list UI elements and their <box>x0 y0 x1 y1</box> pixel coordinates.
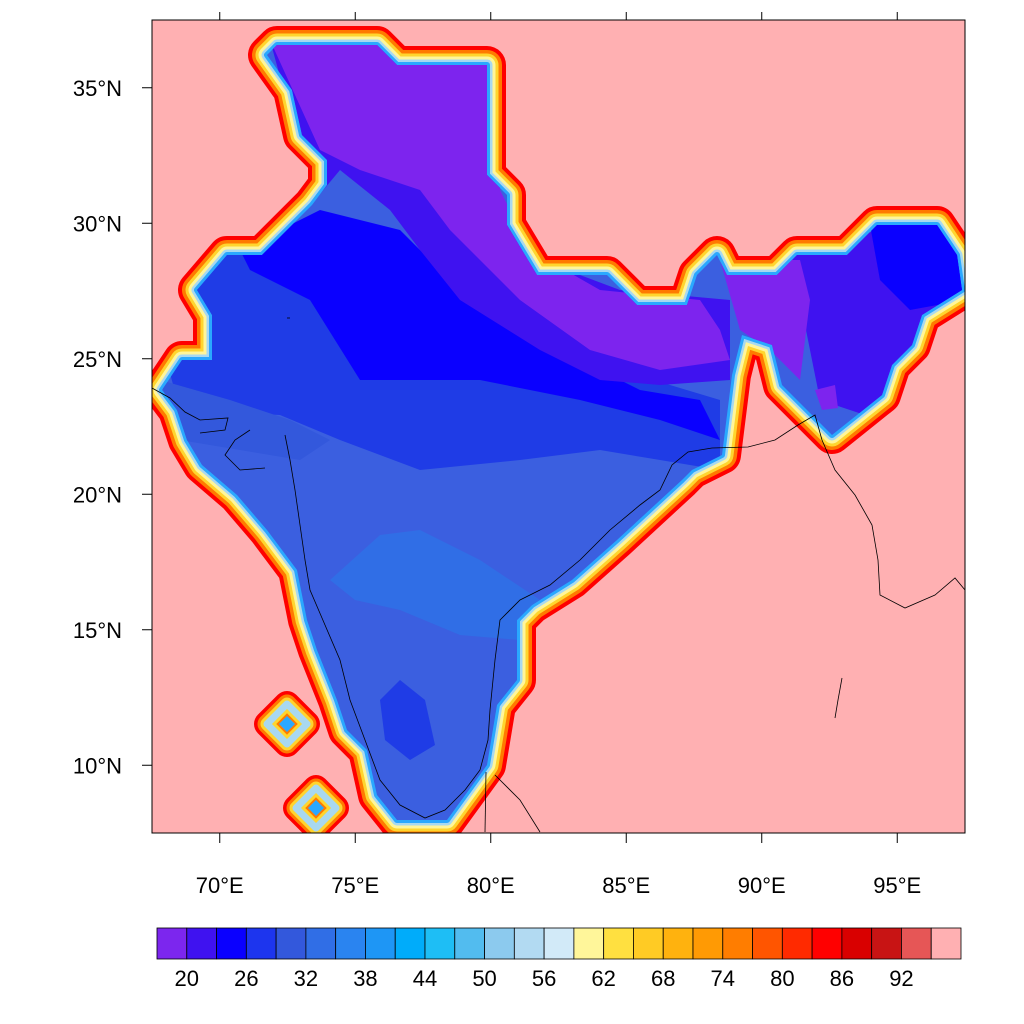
colorbar-swatch <box>543 927 575 960</box>
x-tick-label: 95°E <box>873 873 921 898</box>
colorbar-label: 26 <box>234 966 258 991</box>
x-tick-label: 80°E <box>467 873 515 898</box>
x-tick-label: 90°E <box>738 873 786 898</box>
colorbar-swatch <box>186 927 217 960</box>
y-axis: 35°N 30°N 25°N 20°N 15°N 10°N <box>73 76 152 778</box>
y-tick-label: 15°N <box>73 618 122 643</box>
colorbar-swatch <box>335 927 366 960</box>
colorbar-swatch <box>692 927 724 960</box>
colorbar-label: 32 <box>294 966 318 991</box>
colorbar-swatch <box>513 927 545 960</box>
colorbar-swatch <box>603 927 634 960</box>
colorbar-label: 86 <box>830 966 854 991</box>
y-tick-label: 30°N <box>73 211 122 236</box>
map-contours <box>152 40 965 833</box>
island-lakshadweep-north <box>279 716 295 732</box>
island-lakshadweep-south <box>308 800 324 816</box>
colorbar-swatch <box>484 927 515 960</box>
colorbar-swatch <box>752 927 783 960</box>
colorbar-swatch <box>216 927 247 960</box>
colorbar-label: 38 <box>353 966 377 991</box>
y-tick-label: 35°N <box>73 76 122 101</box>
x-tick-label: 70°E <box>196 873 244 898</box>
colorbar-label: 80 <box>770 966 794 991</box>
colorbar-swatch <box>633 927 664 960</box>
y-tick-label: 25°N <box>73 347 122 372</box>
colorbar-swatch <box>394 927 426 960</box>
colorbar-swatch <box>871 927 902 960</box>
x-tick-label: 75°E <box>331 873 379 898</box>
y-tick-label: 10°N <box>73 753 122 778</box>
colorbar-swatch <box>305 927 337 960</box>
colorbar-swatch <box>841 927 873 960</box>
colorbar-swatch <box>156 927 188 960</box>
colorbar-label: 74 <box>711 966 735 991</box>
colorbar-swatch <box>901 927 932 960</box>
colorbar-swatch <box>811 927 843 960</box>
colorbar-label: 44 <box>413 966 437 991</box>
colorbar-swatch <box>424 927 456 960</box>
colorbar-swatch <box>781 927 813 960</box>
colorbar-swatch <box>275 927 307 960</box>
colorbar-label: 62 <box>591 966 615 991</box>
boundary-lines <box>152 317 965 833</box>
colorbar-swatch <box>930 927 962 960</box>
colorbar-swatch <box>662 927 694 960</box>
colorbar-swatch <box>245 927 277 960</box>
colorbar-swatch <box>573 927 605 960</box>
colorbar-label: 56 <box>532 966 556 991</box>
colorbar-label: 50 <box>472 966 496 991</box>
colorbar-swatch <box>722 927 753 960</box>
x-tick-label: 85°E <box>602 873 650 898</box>
colorbar-label: 20 <box>175 966 199 991</box>
y-tick-label: 20°N <box>73 482 122 507</box>
colorbar-label: 92 <box>889 966 913 991</box>
plot-frame <box>151 19 966 834</box>
interior-contours <box>162 45 962 760</box>
colorbar-swatch <box>454 927 485 960</box>
colorbar-label: 68 <box>651 966 675 991</box>
colorbar-swatch <box>365 927 396 960</box>
colorbar: 20 26 32 38 44 50 56 62 68 74 80 86 92 <box>156 927 962 991</box>
x-axis: 70°E 75°E 80°E 85°E 90°E 95°E <box>196 12 921 898</box>
